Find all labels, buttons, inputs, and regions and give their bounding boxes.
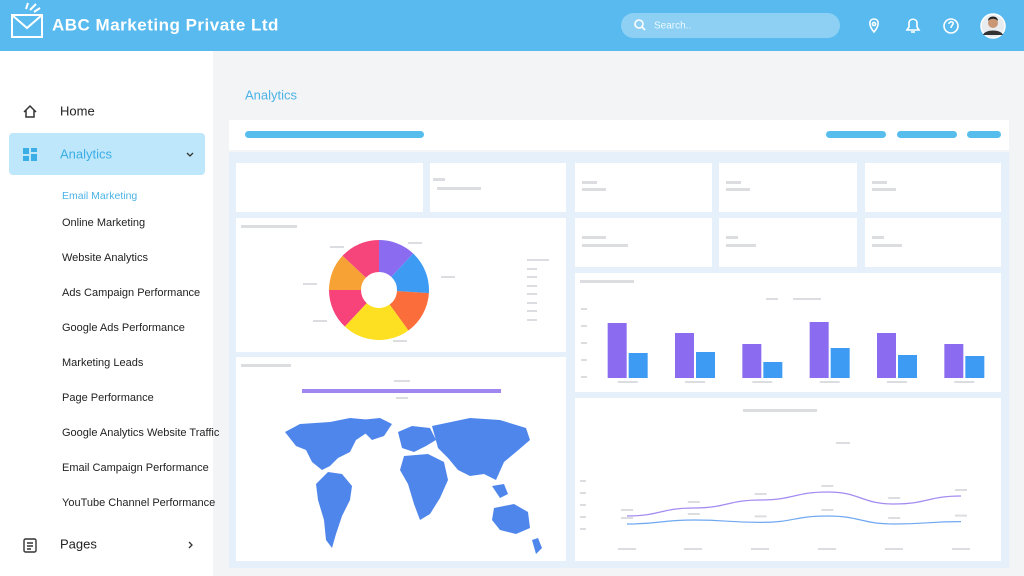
bar <box>898 355 917 378</box>
x-placeholder <box>954 381 975 383</box>
point-label-placeholder <box>888 497 901 499</box>
chevron-right <box>188 541 193 549</box>
map-legend-gradient <box>302 389 501 393</box>
bar <box>877 333 896 378</box>
location-icon[interactable] <box>869 18 879 34</box>
point-label-placeholder <box>955 489 967 491</box>
submenu-item[interactable]: Marketing Leads <box>62 357 144 369</box>
submenu-item[interactable]: Google Analytics Website Traffic <box>62 427 220 439</box>
point-label-placeholder <box>754 493 767 495</box>
x-placeholder <box>752 381 773 383</box>
placeholder-lines <box>433 178 902 247</box>
point-label-placeholder <box>821 509 834 511</box>
toolbar-button[interactable] <box>826 131 886 138</box>
submenu-item[interactable]: Website Analytics <box>62 252 149 264</box>
bar <box>809 322 829 378</box>
x-placeholder <box>617 381 638 383</box>
submenu-item[interactable]: Email Campaign Performance <box>62 462 209 474</box>
point-label-placeholder <box>621 517 633 519</box>
submenu-item[interactable]: Page Performance <box>62 392 154 404</box>
submenu-item[interactable]: YouTube Channel Performance <box>62 497 215 509</box>
analytics-icon <box>23 148 37 161</box>
help-icon[interactable] <box>943 18 959 34</box>
x-placeholder <box>685 381 705 383</box>
donut-segment <box>379 240 414 277</box>
chevron-down <box>186 152 194 157</box>
line-card <box>575 398 1001 561</box>
placeholder-lines <box>241 364 410 399</box>
point-label-placeholder <box>687 501 700 503</box>
toolbar-placeholder <box>245 131 424 138</box>
bar <box>696 352 715 378</box>
search-icon <box>641 26 646 31</box>
bar <box>944 344 964 378</box>
donut-segment <box>342 239 379 278</box>
point-label-placeholder <box>888 517 901 519</box>
submenu-item[interactable]: Google Ads Performance <box>62 322 185 334</box>
point-label-placeholder <box>955 514 967 517</box>
header-bar <box>0 0 1024 51</box>
page-heading: Analytics <box>245 87 298 102</box>
bar <box>763 362 783 378</box>
bar <box>965 356 985 378</box>
nav-pages[interactable]: Pages <box>60 536 97 551</box>
placeholder-lines <box>580 409 970 550</box>
point-label-placeholder <box>821 485 834 487</box>
bar <box>742 344 762 378</box>
bar <box>675 333 694 378</box>
nav-home[interactable]: Home <box>60 103 95 118</box>
app-title: ABC Marketing Private Ltd <box>52 15 279 34</box>
search-icon <box>634 19 644 29</box>
submenu-item[interactable]: Email Marketing <box>62 190 137 202</box>
nav-analytics-active[interactable] <box>9 133 205 175</box>
home-icon <box>23 104 37 118</box>
line-series <box>626 491 962 517</box>
point-label-placeholder <box>687 513 700 515</box>
donut-segment <box>329 290 367 327</box>
donut-segment <box>344 303 409 341</box>
bar <box>628 353 648 378</box>
x-placeholder <box>819 381 840 383</box>
line-series <box>626 515 962 525</box>
placeholder-lines <box>241 225 549 342</box>
bar <box>830 348 850 378</box>
notification-icon[interactable] <box>905 18 921 33</box>
toolbar-button[interactable] <box>967 131 1001 138</box>
donut-segment <box>328 255 366 290</box>
point-label-placeholder <box>621 509 633 511</box>
bar <box>607 323 627 378</box>
world-map <box>285 418 542 554</box>
submenu-item[interactable]: Online Marketing <box>62 217 145 229</box>
search-placeholder: Search.. <box>654 21 691 32</box>
donut-segment <box>391 253 429 294</box>
donut-segment <box>389 291 429 331</box>
placeholder-lines <box>580 280 821 378</box>
submenu-item[interactable]: Ads Campaign Performance <box>62 287 200 299</box>
x-placeholder <box>887 381 907 383</box>
avatar[interactable] <box>980 13 1006 39</box>
toolbar-button[interactable] <box>897 131 957 138</box>
pages-icon <box>23 538 37 553</box>
point-label-placeholder <box>754 515 767 518</box>
search-box[interactable] <box>621 13 840 38</box>
logo[interactable] <box>11 2 43 38</box>
nav-analytics: Analytics <box>60 146 113 161</box>
